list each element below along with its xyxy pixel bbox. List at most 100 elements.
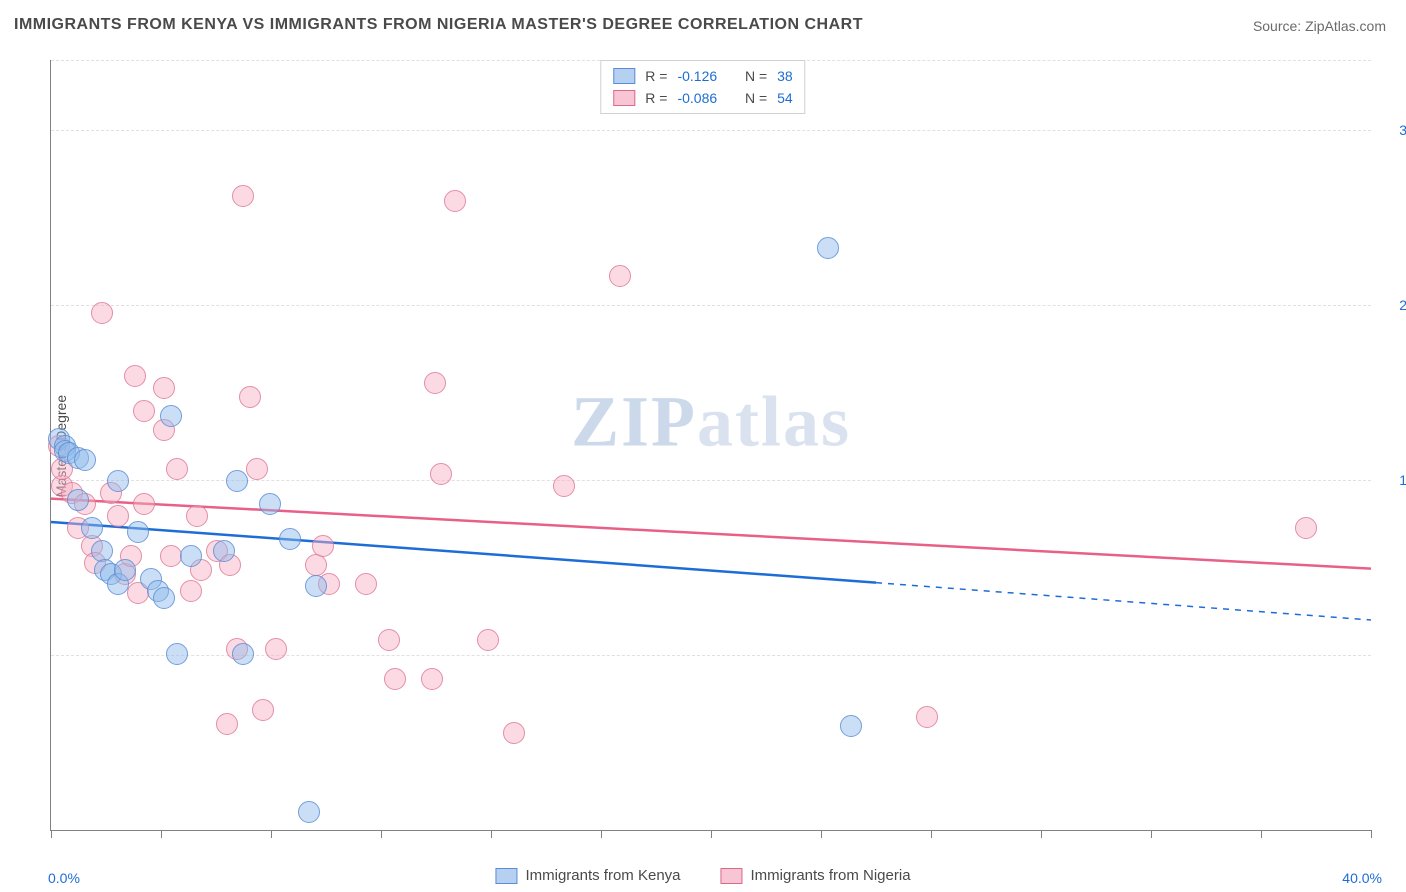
scatter-plot: ZIPatlas 7.5%15.0%22.5%30.0%	[50, 60, 1371, 831]
scatter-point-kenya	[153, 587, 175, 609]
x-tick-mark	[1151, 830, 1152, 838]
scatter-point-kenya	[180, 545, 202, 567]
scatter-point-nigeria	[384, 668, 406, 690]
scatter-point-kenya	[213, 540, 235, 562]
x-tick-mark	[821, 830, 822, 838]
scatter-point-kenya	[160, 405, 182, 427]
scatter-point-kenya	[74, 449, 96, 471]
chart-title: IMMIGRANTS FROM KENYA VS IMMIGRANTS FROM…	[14, 16, 863, 34]
n-value-kenya: 38	[777, 65, 793, 87]
n-label: N =	[745, 65, 767, 87]
r-label: R =	[645, 87, 667, 109]
scatter-point-nigeria	[160, 545, 182, 567]
y-tick-label: 30.0%	[1399, 122, 1406, 138]
x-tick-mark	[931, 830, 932, 838]
scatter-point-nigeria	[305, 554, 327, 576]
y-tick-label: 15.0%	[1399, 472, 1406, 488]
r-value-kenya: -0.126	[677, 65, 717, 87]
scatter-point-nigeria	[430, 463, 452, 485]
x-tick-mark	[491, 830, 492, 838]
scatter-point-kenya	[232, 643, 254, 665]
n-value-nigeria: 54	[777, 87, 793, 109]
scatter-point-nigeria	[186, 505, 208, 527]
scatter-point-nigeria	[477, 629, 499, 651]
legend-row-nigeria: R = -0.086 N = 54	[613, 87, 792, 109]
scatter-point-nigeria	[91, 302, 113, 324]
scatter-point-kenya	[840, 715, 862, 737]
trend-line	[876, 583, 1371, 620]
scatter-point-nigeria	[265, 638, 287, 660]
trend-line	[51, 499, 1371, 569]
scatter-point-nigeria	[246, 458, 268, 480]
scatter-point-nigeria	[444, 190, 466, 212]
scatter-point-nigeria	[153, 377, 175, 399]
legend-item-nigeria: Immigrants from Nigeria	[721, 867, 911, 884]
scatter-point-nigeria	[180, 580, 202, 602]
scatter-point-nigeria	[503, 722, 525, 744]
watermark-zip: ZIP	[571, 381, 697, 461]
scatter-point-nigeria	[916, 706, 938, 728]
swatch-nigeria	[613, 90, 635, 106]
scatter-point-nigeria	[378, 629, 400, 651]
scatter-point-kenya	[81, 517, 103, 539]
scatter-point-nigeria	[312, 535, 334, 557]
scatter-point-kenya	[279, 528, 301, 550]
x-tick-mark	[1041, 830, 1042, 838]
scatter-point-kenya	[298, 801, 320, 823]
swatch-kenya	[495, 868, 517, 884]
scatter-point-nigeria	[355, 573, 377, 595]
scatter-point-kenya	[817, 237, 839, 259]
y-gridline	[51, 305, 1371, 306]
scatter-point-nigeria	[424, 372, 446, 394]
watermark-atlas: atlas	[697, 381, 851, 461]
x-axis-min-label: 0.0%	[48, 870, 80, 886]
scatter-point-nigeria	[232, 185, 254, 207]
scatter-point-nigeria	[216, 713, 238, 735]
scatter-point-nigeria	[609, 265, 631, 287]
r-value-nigeria: -0.086	[677, 87, 717, 109]
legend-series: Immigrants from Kenya Immigrants from Ni…	[495, 867, 910, 884]
scatter-point-nigeria	[239, 386, 261, 408]
scatter-point-nigeria	[252, 699, 274, 721]
x-tick-mark	[1371, 830, 1372, 838]
scatter-point-nigeria	[553, 475, 575, 497]
legend-label-nigeria: Immigrants from Nigeria	[751, 867, 911, 884]
x-axis-max-label: 40.0%	[1342, 870, 1382, 886]
legend-item-kenya: Immigrants from Kenya	[495, 867, 680, 884]
x-tick-mark	[1261, 830, 1262, 838]
scatter-point-kenya	[127, 521, 149, 543]
x-tick-mark	[711, 830, 712, 838]
scatter-point-kenya	[226, 470, 248, 492]
legend-row-kenya: R = -0.126 N = 38	[613, 65, 792, 87]
scatter-point-nigeria	[124, 365, 146, 387]
r-label: R =	[645, 65, 667, 87]
legend-correlation-box: R = -0.126 N = 38 R = -0.086 N = 54	[600, 60, 805, 114]
scatter-point-nigeria	[107, 505, 129, 527]
y-tick-label: 22.5%	[1399, 297, 1406, 313]
legend-label-kenya: Immigrants from Kenya	[525, 867, 680, 884]
y-gridline	[51, 480, 1371, 481]
scatter-point-nigeria	[421, 668, 443, 690]
watermark: ZIPatlas	[571, 380, 851, 463]
source-name: ZipAtlas.com	[1305, 18, 1386, 34]
x-tick-mark	[51, 830, 52, 838]
scatter-point-kenya	[259, 493, 281, 515]
swatch-nigeria	[721, 868, 743, 884]
scatter-point-kenya	[67, 489, 89, 511]
swatch-kenya	[613, 68, 635, 84]
source-label: Source:	[1253, 18, 1301, 34]
scatter-point-kenya	[114, 559, 136, 581]
source-attribution: Source: ZipAtlas.com	[1253, 18, 1386, 34]
scatter-point-kenya	[107, 470, 129, 492]
scatter-point-nigeria	[133, 400, 155, 422]
scatter-point-nigeria	[166, 458, 188, 480]
x-tick-mark	[271, 830, 272, 838]
scatter-point-kenya	[166, 643, 188, 665]
scatter-point-nigeria	[133, 493, 155, 515]
n-label: N =	[745, 87, 767, 109]
trend-lines-layer	[51, 60, 1371, 830]
scatter-point-kenya	[305, 575, 327, 597]
y-gridline	[51, 130, 1371, 131]
x-tick-mark	[381, 830, 382, 838]
scatter-point-nigeria	[1295, 517, 1317, 539]
